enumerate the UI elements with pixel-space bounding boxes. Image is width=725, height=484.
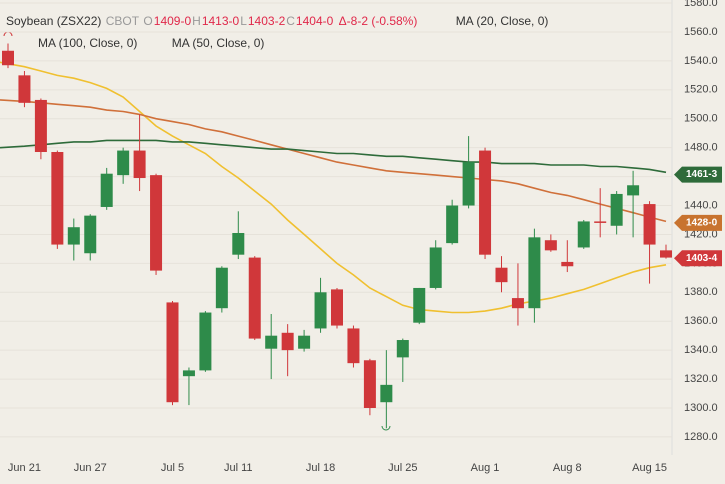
candle-body [84,215,97,254]
candle-body [643,204,656,245]
candle-body [347,328,360,364]
x-tick-label: Aug 8 [553,462,582,474]
legend-entry: MA (100, Close, 0) [38,36,138,50]
candle-body [298,335,311,349]
ma-line [0,99,667,223]
legend-entry: MA (50, Close, 0) [171,36,265,50]
candle-body [363,360,376,408]
change: Δ-8-2 (-0.58%) [338,14,418,28]
price-tag-label: 1428-0 [686,218,718,229]
candle-body [544,240,557,251]
y-tick-label: 1340.0 [684,344,718,356]
ohlc-value: 1403-2 [247,14,286,28]
candle-body [199,312,212,371]
x-tick-label: Aug 1 [471,462,500,474]
candle-body [396,340,409,358]
ohlc-label: C [286,14,295,28]
candle-body [34,99,47,153]
candle-body [594,221,607,223]
candle-body [67,227,80,245]
candle-body [660,250,672,258]
ohlc-label: L [240,14,247,28]
y-tick-label: 1520.0 [684,84,718,96]
price-tag-label: 1461-3 [686,169,718,180]
candle-body [429,247,442,288]
price-tag [674,166,722,183]
candle-body [117,150,130,176]
candle-body [610,193,623,226]
candle-body [446,205,459,244]
candle-body [133,150,146,179]
x-tick-label: Jul 25 [388,462,417,474]
x-tick-label: Aug 15 [632,462,667,474]
symbol: Soybean (ZSX22) [6,14,102,28]
y-tick-label: 1380.0 [684,286,718,298]
y-tick-label: 1440.0 [684,199,718,211]
header-line: MA (100, Close, 0) MA (50, Close, 0) [6,32,549,54]
candle-body [627,185,640,196]
ohlc-label: O [143,14,153,28]
x-tick-label: Jul 11 [224,462,253,474]
marker [381,425,391,431]
candle-body [18,75,31,103]
header-line: Soybean (ZSX22) CBOT O1409-0H1413-0L1403… [6,10,549,32]
candle-body [479,150,492,255]
price-tag [674,214,722,231]
price-tag-label: 1403-4 [686,253,718,264]
y-tick-label: 1300.0 [684,402,718,414]
candle-body [577,221,590,248]
candle-body [215,267,228,309]
price-tag [674,250,722,267]
y-tick-label: 1500.0 [684,113,718,125]
y-tick-label: 1560.0 [684,26,718,38]
candle-body [2,50,14,66]
candle-body [462,162,475,206]
ma-line [0,139,667,174]
candle-body [182,370,195,377]
header: Soybean (ZSX22) CBOT O1409-0H1413-0L1403… [6,10,549,54]
y-tick-label: 1480.0 [684,142,718,154]
candle-body [380,384,393,403]
candle-body [331,289,343,326]
candle-body [248,257,261,339]
candle-body [100,173,113,207]
ohlc: O1409-0H1413-0L1403-2C1404-0 [143,14,334,28]
x-tick-label: Jul 18 [306,462,335,474]
candle-body [281,332,294,351]
legend-entry: MA (20, Close, 0) [455,14,549,28]
candle-body [166,302,179,403]
x-tick-label: Jun 21 [8,462,41,474]
candle-body [314,292,327,329]
y-tick-label: 1360.0 [684,315,718,327]
candle-body [528,237,541,309]
candle-body [561,261,574,267]
ohlc-label: H [192,14,201,28]
y-tick-label: 1280.0 [684,431,718,443]
candle-body [413,287,426,323]
y-tick-label: 1420.0 [684,228,718,240]
ohlc-value: 1413-0 [201,14,240,28]
candle-body [150,175,163,271]
ohlc-value: 1409-0 [153,14,192,28]
exchange: CBOT [105,14,140,28]
candle-body [265,335,278,349]
ohlc-value: 1404-0 [295,14,334,28]
candle-body [51,152,64,245]
ma-line [0,61,667,314]
x-tick-label: Jun 27 [74,462,107,474]
y-tick-label: 1580.0 [684,0,718,9]
x-tick-label: Jul 5 [161,462,184,474]
candle-body [232,232,245,255]
candle-body [511,298,524,309]
y-tick-label: 1320.0 [684,373,718,385]
y-tick-label: 1540.0 [684,55,718,67]
candle-body [495,267,508,283]
